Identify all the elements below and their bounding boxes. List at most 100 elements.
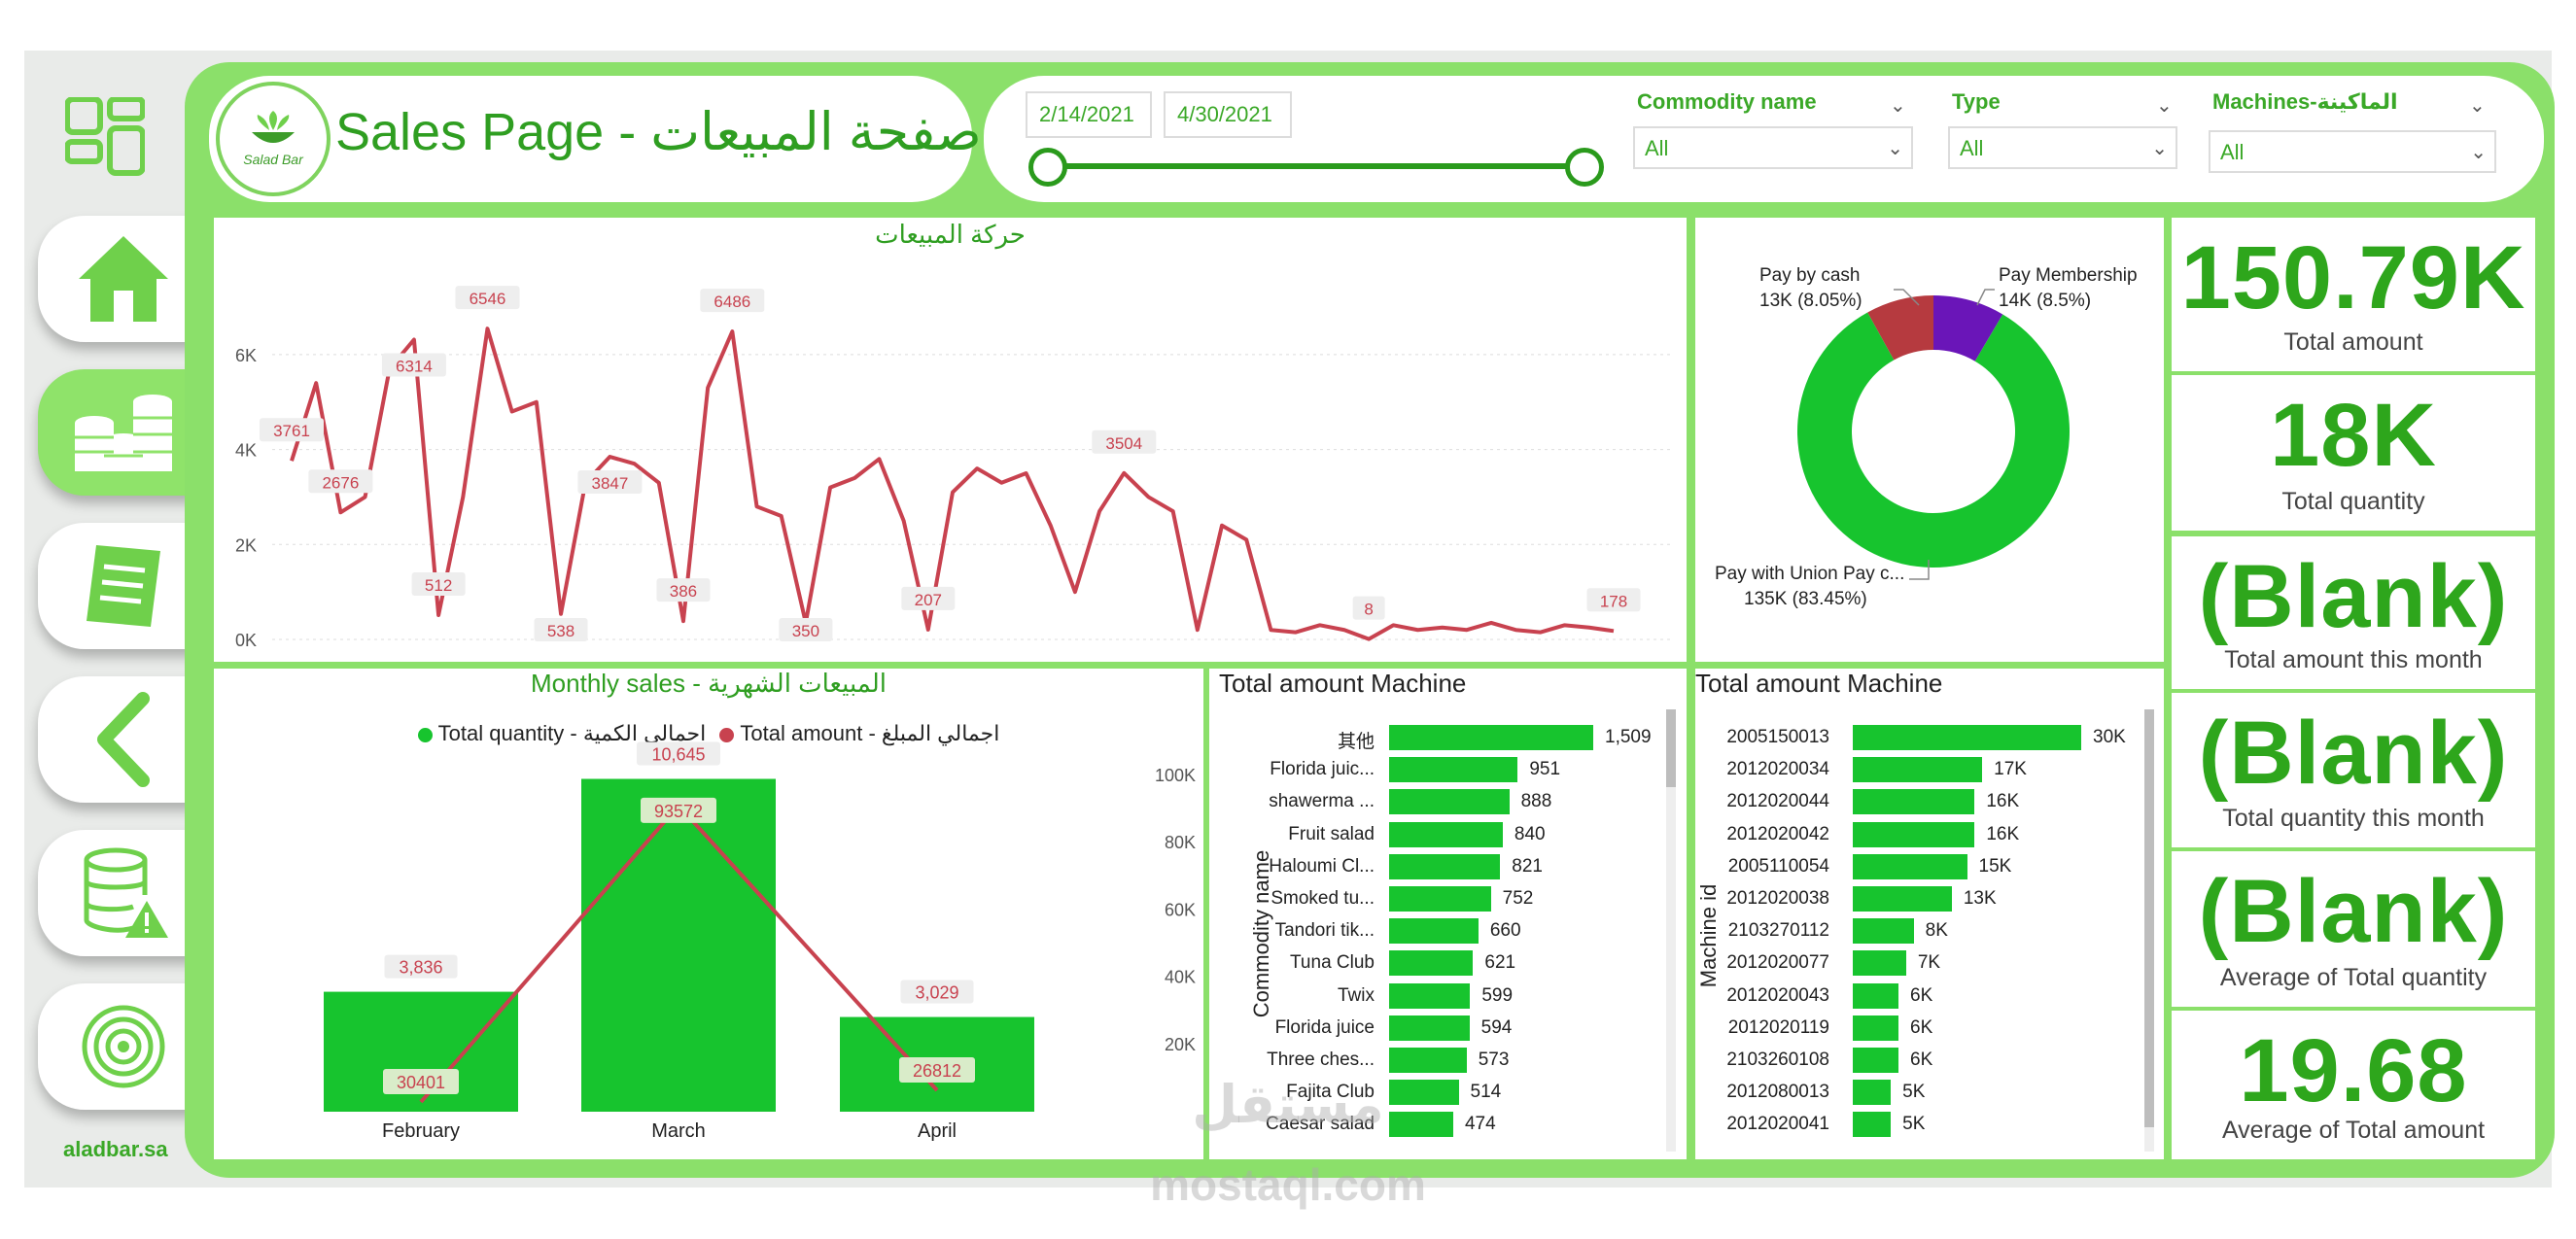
chevron-down-icon[interactable]: ⌄	[2156, 95, 2173, 117]
bar-fill[interactable]	[1853, 982, 1898, 1009]
bar-fill[interactable]	[1853, 886, 1952, 912]
data-label-box	[534, 618, 588, 641]
bar-value-label: 821	[1512, 855, 1543, 877]
type-filter-select[interactable]: All ⌄	[1948, 126, 2177, 169]
data-label: 8	[1364, 601, 1373, 619]
machine-scrollbar[interactable]	[2144, 709, 2154, 1152]
bar-fill[interactable]	[1389, 853, 1501, 879]
kpi-label: Total amount	[2283, 328, 2423, 356]
chevron-down-icon[interactable]: ⌄	[1890, 95, 1906, 117]
bar-fill[interactable]	[1389, 1048, 1467, 1073]
bar-row[interactable]: Twix 599	[1209, 982, 1666, 1009]
bar-row[interactable]: 2012080013 5K	[1695, 1080, 2142, 1106]
bar-row[interactable]: 2012020042 16K	[1695, 821, 2142, 847]
bar-category-label: 2103270112	[1727, 920, 1829, 942]
bar-fill[interactable]	[1853, 821, 1975, 847]
sidebar-item-target[interactable]	[38, 983, 208, 1110]
bar-fill[interactable]	[1853, 1015, 1898, 1041]
bar-row[interactable]: Caesar salad 474	[1209, 1112, 1666, 1138]
bar-row[interactable]: Three ches... 573	[1209, 1048, 1666, 1073]
commodity-scroll-thumb[interactable]	[1666, 709, 1676, 787]
machine-scroll-thumb[interactable]	[2144, 709, 2154, 1127]
bar-fill[interactable]	[1389, 1015, 1470, 1041]
bar-row[interactable]: Fruit salad 840	[1209, 821, 1666, 847]
bar-fill[interactable]	[1853, 1112, 1892, 1138]
data-label-box	[1586, 588, 1641, 612]
data-label-box	[1092, 430, 1157, 454]
bar-fill[interactable]	[1389, 886, 1491, 912]
bar-fill[interactable]	[1389, 1080, 1459, 1106]
bar-fill[interactable]	[1853, 918, 1914, 945]
sales-movement-chart: 6K 4K 2K 0K 3761 2676 6314 512 6546 538 3847 386 648…	[235, 286, 1672, 650]
bar-row[interactable]: 2012020044 16K	[1695, 789, 2142, 815]
data-label-box	[901, 586, 956, 610]
bar-row[interactable]: Haloumi Cl... 821	[1209, 853, 1666, 879]
bar-row[interactable]: 2012020119 6K	[1695, 1015, 2142, 1041]
bar-category-label: Florida juice	[1274, 1016, 1375, 1038]
bar-row[interactable]: shawerma ... 888	[1209, 789, 1666, 815]
y-tick-label: 0K	[235, 631, 257, 650]
bar-row[interactable]: Tuna Club 621	[1209, 950, 1666, 977]
chevron-down-icon[interactable]: ⌄	[2469, 95, 2486, 117]
donut-label: Pay Membership	[1999, 265, 2138, 286]
bar-fill[interactable]	[1389, 918, 1479, 945]
bar-fill[interactable]	[1389, 725, 1593, 750]
bar-category-label: 2012020077	[1726, 952, 1829, 974]
date-range-slider-track[interactable]	[1050, 163, 1584, 169]
bar-fill[interactable]	[1389, 1112, 1453, 1138]
bar-row[interactable]: 其他 1,509	[1209, 725, 1666, 752]
bar-fill[interactable]	[1853, 725, 2081, 750]
bar-fill[interactable]	[1389, 982, 1471, 1009]
bar-category-label: 2005150013	[1726, 727, 1829, 747]
sidebar-item-home[interactable]	[38, 216, 208, 342]
x-tick-label: February	[382, 1120, 460, 1142]
sidebar-item-data[interactable]	[38, 830, 208, 956]
bar-row[interactable]: Florida juic... 951	[1209, 757, 1666, 783]
bar-row[interactable]: 2103270112 8K	[1695, 918, 2142, 945]
bar-fill[interactable]	[1853, 1080, 1892, 1106]
donut-label: Pay by cash	[1759, 265, 1861, 286]
commodity-filter-select[interactable]: All ⌄	[1633, 126, 1913, 169]
bar-fill[interactable]	[1389, 950, 1474, 977]
commodity-scrollbar[interactable]	[1666, 709, 1676, 1152]
bar-row[interactable]: 2012020041 5K	[1695, 1112, 2142, 1138]
date-slider-end-handle[interactable]	[1565, 148, 1604, 187]
bar-fill[interactable]	[1853, 1048, 1898, 1073]
date-start-input[interactable]: 2/14/2021	[1026, 91, 1152, 138]
sidebar-item-sales[interactable]	[38, 369, 208, 496]
data-label: 6546	[470, 290, 506, 308]
bar-row[interactable]: Smoked tu... 752	[1209, 886, 1666, 912]
leader-line	[1909, 560, 1930, 580]
bar-category-label: 2012020041	[1726, 1114, 1829, 1135]
sidebar-item-back[interactable]	[38, 676, 208, 803]
commodity-amount-panel: Total amount Machine Commodity name 其他 1,…	[1209, 669, 1687, 1159]
date-slider-start-handle[interactable]	[1028, 148, 1067, 187]
kpi-label: Total quantity	[2281, 488, 2425, 515]
bar-fill[interactable]	[1853, 789, 1975, 815]
bar-row[interactable]: 2012020034 17K	[1695, 757, 2142, 783]
legend-marker-quantity	[417, 727, 433, 742]
bar-category-label: shawerma ...	[1269, 791, 1375, 812]
bar-fill[interactable]	[1389, 757, 1518, 783]
y-tick-label: 4K	[235, 441, 257, 461]
sidebar-item-invoice[interactable]	[38, 523, 208, 649]
dashboard-grid-icon[interactable]	[64, 96, 146, 177]
bar-row[interactable]: 2103260108 6K	[1695, 1048, 2142, 1073]
bar-row[interactable]: 2012020038 13K	[1695, 886, 2142, 912]
bar-row[interactable]: Tandori tik... 660	[1209, 918, 1666, 945]
bar-fill[interactable]	[1853, 950, 1906, 977]
date-end-input[interactable]: 4/30/2021	[1164, 91, 1292, 138]
bar-fill[interactable]	[1389, 821, 1503, 847]
bar-row[interactable]: Florida juice 594	[1209, 1015, 1666, 1041]
bar-fill[interactable]	[1853, 757, 1983, 783]
bar-row[interactable]: 2012020043 6K	[1695, 982, 2142, 1009]
data-label-box	[411, 571, 466, 596]
bar-row[interactable]: 2012020077 7K	[1695, 950, 2142, 977]
bar-row[interactable]: Fajita Club 514	[1209, 1080, 1666, 1106]
bar-category-label: 2012020043	[1726, 984, 1829, 1006]
bar-row[interactable]: 2005110054 15K	[1695, 853, 2142, 879]
bar-row[interactable]: 2005150013 30K	[1695, 725, 2142, 750]
bar-fill[interactable]	[1389, 789, 1510, 815]
machines-filter-select[interactable]: All ⌄	[2209, 130, 2496, 173]
bar-fill[interactable]	[1853, 853, 1967, 879]
